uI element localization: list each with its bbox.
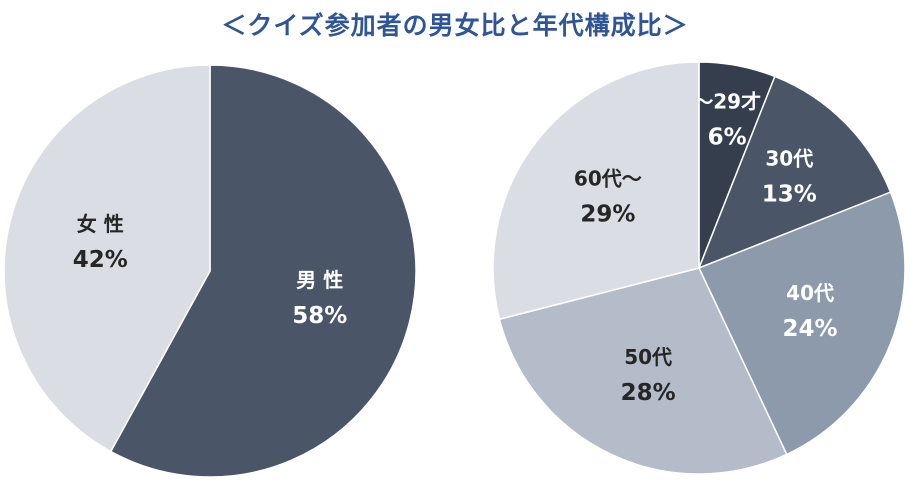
gender-slice-label-male: 男 性 <box>296 268 343 292</box>
age-slice-label-60s-plus: 60代～ <box>574 166 642 190</box>
age-slice-label-under-29: ～29才 <box>693 89 761 113</box>
gender-pie-chart: 男 性 58% 女 性 42% <box>3 64 417 478</box>
gender-slice-label-female: 女 性 <box>77 212 124 236</box>
age-slice-value-under-29: 6% <box>708 124 747 150</box>
age-slice-50s <box>498 267 788 475</box>
gender-slice-male <box>109 64 417 478</box>
gender-slice-value-female: 42% <box>73 247 128 273</box>
age-slice-30s <box>697 75 892 270</box>
age-slice-value-40s: 24% <box>783 316 838 342</box>
gender-slice-value-male: 58% <box>292 303 347 329</box>
age-pie-chart: ～29才 6% 30代 13% 40代 24% 50代 28% 60代～ 29% <box>492 61 906 475</box>
gender-slice-female <box>3 64 211 453</box>
age-slice-label-50s: 50代 <box>624 345 672 369</box>
age-slice-label-30s: 30代 <box>765 147 813 171</box>
page-title: ＜クイズ参加者の男女比と年代構成比＞ <box>221 11 689 40</box>
age-slice-value-30s: 13% <box>762 182 817 208</box>
age-slice-value-60s-plus: 29% <box>580 201 635 227</box>
age-slice-label-40s: 40代 <box>786 281 834 305</box>
age-slice-40s <box>697 191 906 456</box>
age-slice-60s-plus <box>492 61 700 321</box>
age-slice-value-50s: 28% <box>621 380 676 406</box>
